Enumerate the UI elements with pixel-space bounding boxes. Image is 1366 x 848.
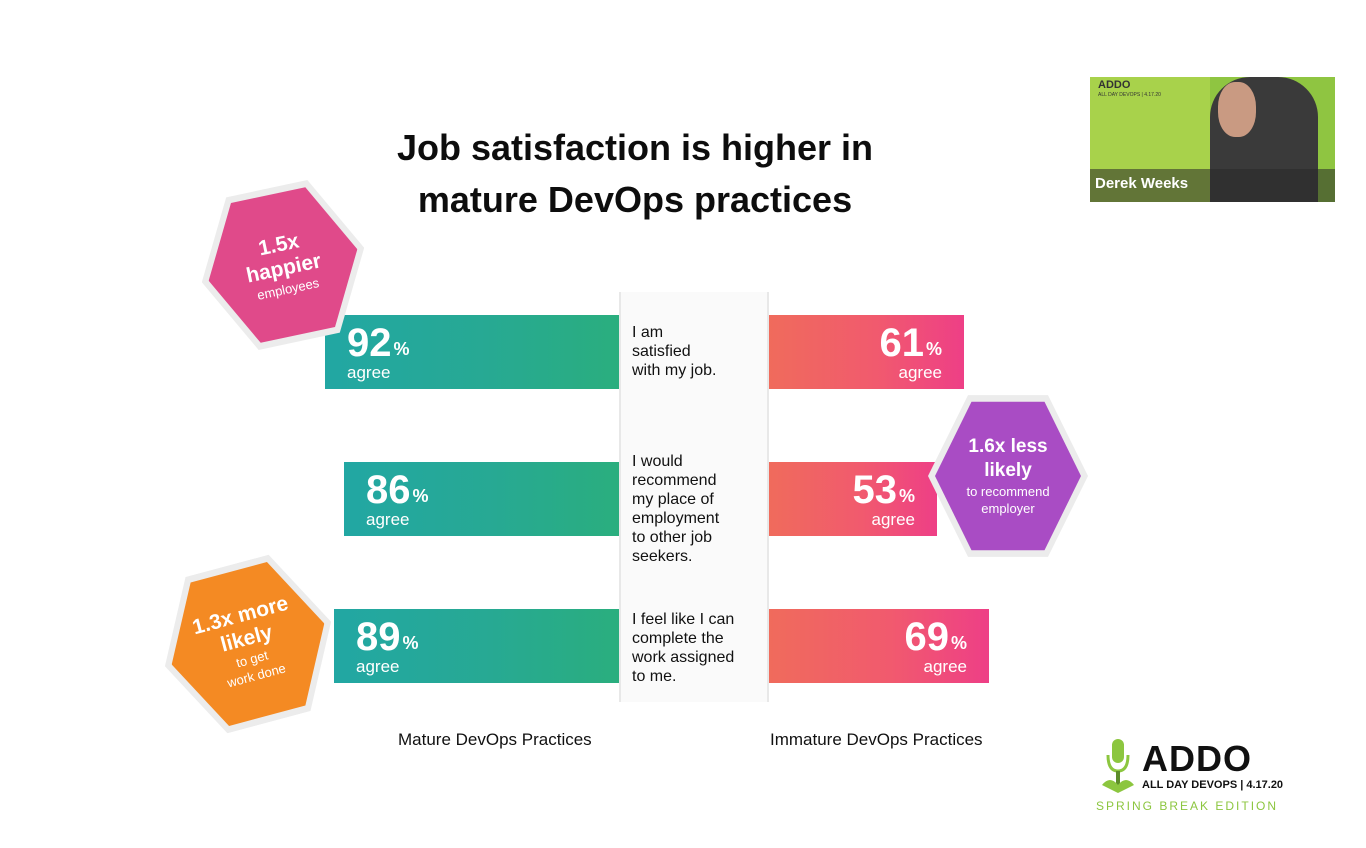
addo-wordmark: ADDO <box>1142 738 1252 779</box>
statement-text: I am satisfied with my job. <box>632 324 717 379</box>
work-callout: 1.3x more likely to get work done <box>151 547 345 741</box>
speaker-name: Derek Weeks <box>1095 175 1189 192</box>
slide-title: Job satisfaction is higher in mature Dev… <box>396 127 874 220</box>
immature-value: 61% <box>879 321 942 365</box>
edition-label: SPRING BREAK EDITION <box>1096 799 1279 813</box>
immature-bar: 61% agree <box>769 315 964 389</box>
agree-label: agree <box>366 510 410 529</box>
immature-bar: 69% agree <box>769 609 989 683</box>
agree-label: agree <box>347 363 391 382</box>
immature-label: Immature DevOps Practices <box>770 730 983 749</box>
agree-label: agree <box>898 363 942 382</box>
agree-label: agree <box>871 510 915 529</box>
mature-value: 89% <box>356 615 419 659</box>
webcam-video: ADDO ALL DAY DEVOPS | 4.17.20 Derek Week… <box>1090 77 1335 202</box>
addo-branding: ADDO ALL DAY DEVOPS | 4.17.20 SPRING BRE… <box>1096 735 1308 815</box>
webcam-caption: ALL DAY DEVOPS | 4.17.20 <box>1098 92 1161 98</box>
left-divider <box>619 292 621 702</box>
mature-bar: 89% agree <box>334 609 619 683</box>
event-date: ALL DAY DEVOPS | 4.17.20 <box>1142 779 1284 791</box>
statement-text: I would recommend my place of employment to… <box>632 453 720 565</box>
mature-value: 86% <box>366 468 429 512</box>
immature-value: 53% <box>852 468 915 512</box>
agree-label: agree <box>923 657 967 676</box>
microphone-icon <box>1102 739 1134 793</box>
mature-label: Mature DevOps Practices <box>398 730 592 749</box>
agree-label: agree <box>356 657 400 676</box>
mature-bar: 86% agree <box>344 462 619 536</box>
statement-text: I feel like I can complete the work assign… <box>632 611 735 685</box>
immature-value: 69% <box>904 615 967 659</box>
name-bar <box>1090 169 1335 202</box>
speaker-face <box>1218 82 1256 137</box>
immature-bar: 53% agree <box>769 462 937 536</box>
addo-logo: ADDO <box>1098 79 1131 91</box>
statement-column <box>621 292 768 702</box>
mature-value: 92% <box>347 321 410 365</box>
mature-bar: 92% agree <box>325 315 619 389</box>
right-divider <box>767 292 769 702</box>
